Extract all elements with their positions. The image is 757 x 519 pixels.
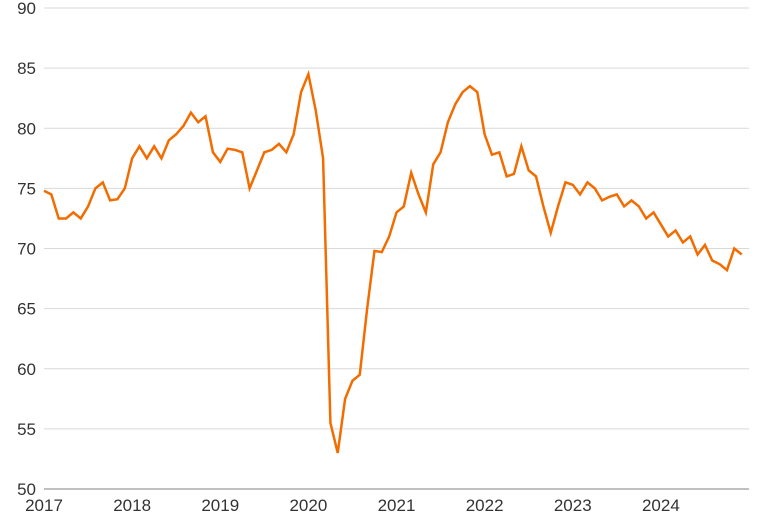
y-tick-label: 70 (17, 240, 36, 259)
line-chart: 5055606570758085902017201820192020202120… (0, 0, 757, 519)
y-tick-label: 55 (17, 420, 36, 439)
y-tick-label: 75 (17, 179, 36, 198)
x-tick-label: 2019 (201, 496, 239, 515)
x-tick-label: 2020 (289, 496, 327, 515)
y-tick-label: 80 (17, 119, 36, 138)
x-tick-label: 2024 (642, 496, 680, 515)
chart-canvas: 5055606570758085902017201820192020202120… (0, 0, 757, 519)
x-tick-label: 2018 (113, 496, 151, 515)
x-tick-label: 2022 (466, 496, 504, 515)
x-tick-label: 2017 (25, 496, 63, 515)
x-tick-label: 2023 (554, 496, 592, 515)
y-tick-label: 90 (17, 0, 36, 18)
y-tick-label: 65 (17, 300, 36, 319)
x-tick-label: 2021 (378, 496, 416, 515)
y-tick-label: 85 (17, 59, 36, 78)
y-tick-label: 60 (17, 360, 36, 379)
